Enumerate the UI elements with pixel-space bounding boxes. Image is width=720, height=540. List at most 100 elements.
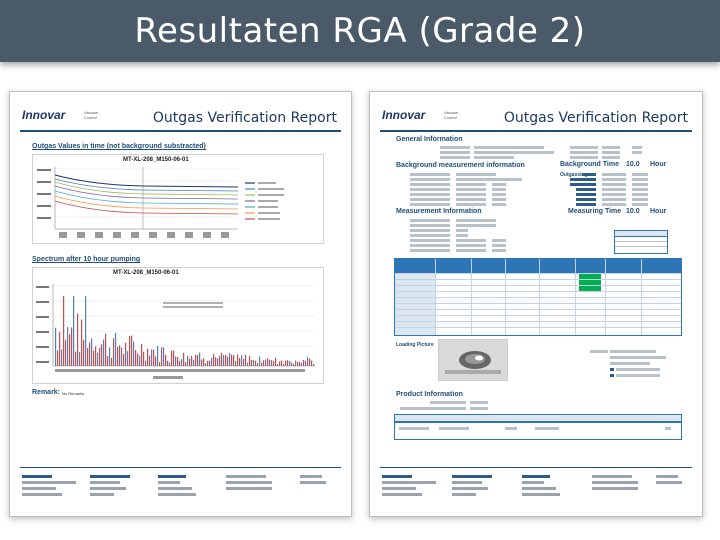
loading-picture-label: Loading Picture (396, 342, 434, 348)
spectrum-bar (261, 362, 263, 366)
spectrum-bar (263, 360, 265, 366)
spectrum-bar (103, 339, 105, 366)
spectrum-bar (259, 356, 261, 366)
spectrum-bar (167, 360, 169, 366)
spectrum-bar (125, 342, 127, 366)
spectrum-bar (135, 350, 137, 366)
spectrum-bar (227, 356, 229, 366)
table-col-divider (605, 259, 606, 335)
product-table (394, 414, 682, 440)
spectrum-bar (105, 333, 107, 366)
report-title: Outgas Verification Report (503, 110, 688, 126)
chart-title: MT-XL-208_M150-06-01 (113, 270, 179, 276)
spectrum-bar (313, 364, 315, 366)
measuring-time-label: Measuring Time (568, 208, 622, 215)
section-background: Background measurement information (396, 162, 525, 169)
spectrum-bar (99, 347, 101, 366)
spectrum-bar (237, 354, 239, 366)
spectrum-bar (175, 356, 177, 366)
spectrum-bar (305, 360, 307, 366)
spectrum-bar (81, 319, 83, 366)
spectrum-bar (245, 354, 247, 366)
spectrum-bar (291, 362, 293, 366)
spectrum-bar (153, 349, 155, 366)
section-general-info: General Information (396, 136, 463, 143)
outgassing-label: Outgassing (560, 172, 588, 178)
spectrum-bar (211, 358, 213, 366)
spectrum-bar (65, 340, 67, 366)
spectrum-bar (257, 363, 259, 366)
spectrum-bar (297, 362, 299, 366)
measuring-time-value: 10.0 (626, 208, 640, 215)
report-title: Outgas Verification Report (152, 110, 337, 126)
section-product: Product Information (396, 391, 463, 398)
spectrum-bar (83, 339, 85, 366)
spectrum-bar (233, 355, 235, 366)
spectrum-bar (225, 354, 227, 366)
background-time-label: Background Time (560, 161, 619, 168)
spectrum-bar (163, 347, 165, 366)
spectrum-bar (113, 338, 115, 366)
spectrum-bar (147, 348, 149, 366)
spectrum-bar (177, 357, 179, 366)
spectrum-bar (197, 354, 199, 366)
spectrum-bar (265, 359, 267, 366)
table-col-divider (575, 259, 576, 335)
remark-text: No Remarks (62, 391, 85, 396)
spectrum-bar (293, 363, 295, 366)
spectrum-chart: MT-XL-208_M150-06-01 (32, 267, 324, 384)
spectrum-bar (281, 360, 283, 366)
spectrum-bar (181, 359, 183, 366)
spectrum-bar (241, 355, 243, 366)
spectrum-bar (195, 354, 197, 366)
spectrum-bar (123, 353, 125, 366)
spectrum-bar (285, 360, 287, 366)
spectrum-bar (311, 360, 313, 366)
outgas-time-chart: MT-XL-208_M150-06-01 (32, 154, 324, 244)
section-spectrum: Spectrum after 10 hour pumping (32, 256, 141, 263)
background-time-unit: Hour (650, 161, 667, 168)
spectrum-bar (151, 349, 153, 366)
spectrum-bar (109, 347, 111, 366)
table-row-divider (395, 327, 681, 328)
spectrum-bar (97, 352, 99, 366)
spectrum-bar (91, 338, 93, 366)
spectrum-bar (137, 353, 139, 366)
spectrum-bar (101, 344, 103, 366)
report-page-summary: Innovar Vacuum Control Outgas Verificati… (369, 91, 703, 517)
spectrum-bar (165, 354, 167, 366)
spectrum-bar (145, 360, 147, 366)
spectrum-bar (107, 355, 109, 366)
spectrum-bar (235, 361, 237, 366)
spectrum-bar (141, 343, 143, 366)
spectrum-plot (36, 284, 315, 379)
outgas-time-plot (37, 167, 284, 238)
spectrum-bar (119, 345, 121, 366)
spectrum-bar (55, 327, 57, 366)
pass-cell (579, 286, 601, 291)
spectrum-bar (231, 354, 233, 366)
table-col-divider (471, 259, 472, 335)
spectrum-bar (307, 356, 309, 366)
results-table (394, 258, 682, 336)
spectrum-bar (287, 360, 289, 366)
spectrum-bar (157, 345, 159, 366)
table-row-divider (395, 273, 681, 274)
spectrum-bar (79, 352, 81, 366)
table-col-divider (505, 259, 506, 335)
spectrum-bar (95, 346, 97, 366)
spectrum-bar (69, 334, 71, 366)
table-row-divider (395, 321, 681, 322)
spectrum-bar (117, 346, 119, 366)
spectrum-bar (183, 352, 185, 366)
criteria-box (614, 230, 668, 254)
spectrum-bar (139, 355, 141, 366)
spectrum-bar (191, 355, 193, 366)
measuring-time-unit: Hour (650, 208, 667, 215)
spectrum-bar (215, 357, 217, 366)
spectrum-bar (89, 342, 91, 366)
spectrum-bar (279, 361, 281, 366)
spectrum-bar (213, 354, 215, 366)
spectrum-bar (251, 360, 253, 366)
spectrum-bar (309, 358, 311, 366)
